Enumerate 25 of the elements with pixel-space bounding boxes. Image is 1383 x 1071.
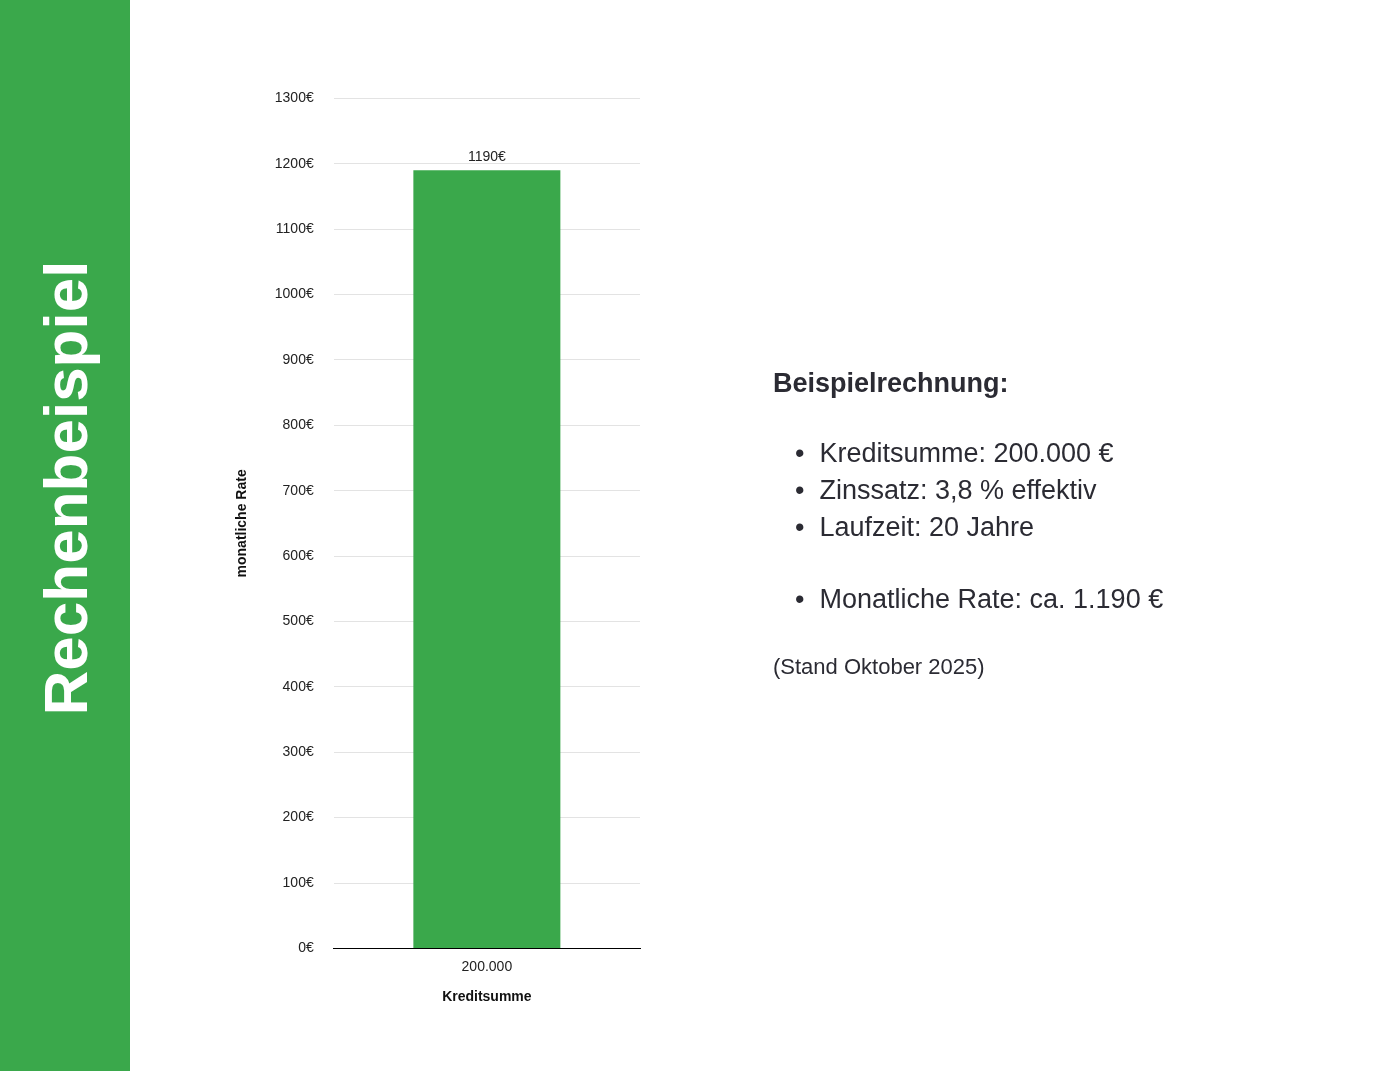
y-tick-label: 700€ xyxy=(282,481,314,498)
y-tick-label: 0€ xyxy=(298,939,314,956)
text: • Zinssatz: 3,8 % effektiv xyxy=(795,474,1098,507)
data-label: 1190€ xyxy=(467,148,507,165)
y-tick-label: 1100€ xyxy=(275,220,314,237)
y-tick-label: 100€ xyxy=(282,873,314,890)
text: Beispielrechnung: xyxy=(773,368,1010,399)
y-tick-label: 600€ xyxy=(282,546,314,563)
y-tick-label: 200€ xyxy=(282,808,314,825)
text: • Monatliche Rate: ca. 1.190 € xyxy=(795,583,1165,616)
y-tick-label: 1300€ xyxy=(274,89,314,106)
y-tick-label: 800€ xyxy=(282,416,314,433)
text: (Stand Oktober 2025) xyxy=(773,654,986,680)
y-axis-title: monatliche Rate xyxy=(233,469,250,578)
x-tick-label: 200.000 xyxy=(461,957,513,974)
text: Rechenbeispiel xyxy=(29,260,101,716)
y-tick-label: 900€ xyxy=(282,350,314,367)
text: • Kreditsumme: 200.000 € xyxy=(795,437,1115,470)
x-axis-title: Kreditsumme xyxy=(442,988,532,1005)
text: • Laufzeit: 20 Jahre xyxy=(795,511,1036,544)
y-tick-label: 400€ xyxy=(282,677,314,694)
y-tick-label: 1000€ xyxy=(274,285,314,302)
y-tick-label: 500€ xyxy=(282,612,314,629)
y-tick-label: 1200€ xyxy=(274,154,314,171)
y-tick-label: 300€ xyxy=(282,743,314,760)
